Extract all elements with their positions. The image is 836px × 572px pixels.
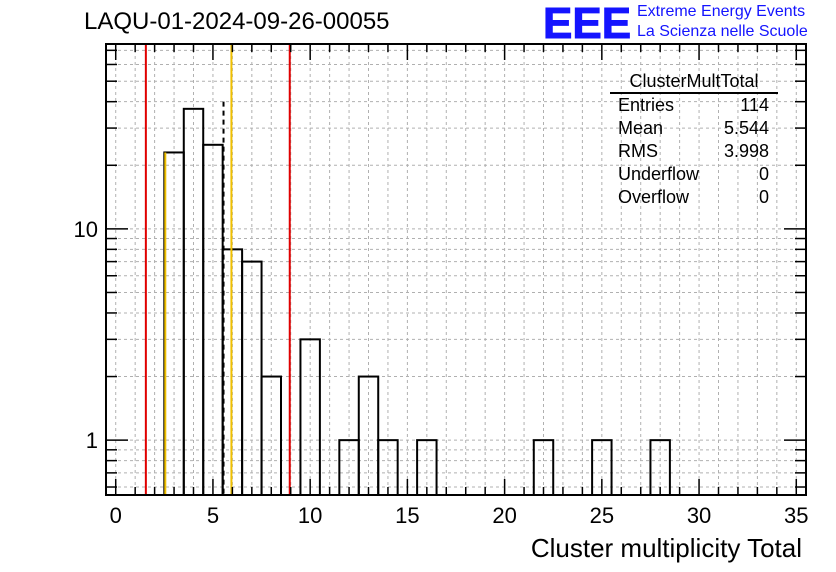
marker-lines	[144, 44, 291, 495]
x-tick-label: 5	[207, 503, 219, 528]
stats-value: 0	[758, 164, 769, 184]
y-tick-label: 1	[86, 428, 98, 453]
stats-box-title: ClusterMultTotal	[610, 70, 778, 94]
axis-ticks	[106, 44, 806, 495]
x-tick-label: 0	[110, 503, 122, 528]
stats-value: 0	[758, 187, 769, 207]
stats-value: 5.544	[723, 118, 769, 138]
logo-line-1: Extreme Energy Events	[637, 3, 806, 20]
x-tick-label: 10	[298, 503, 322, 528]
stats-value: 114	[740, 95, 769, 115]
stats-label: Overflow	[618, 187, 690, 207]
eee-logo-mark: EEE	[543, 2, 631, 42]
stats-row-rms: RMS 3.998	[610, 140, 778, 163]
stats-row-overflow: Overflow 0	[610, 186, 778, 209]
tick-labels: 0 5 10 15 20 25 30 35 1 10	[74, 217, 809, 528]
stats-box: ClusterMultTotal Entries 114 Mean 5.544 …	[610, 70, 778, 209]
stats-value: 3.998	[723, 141, 769, 161]
page-title: LAQU-01-2024-09-26-00055	[84, 8, 390, 35]
histogram-bars	[163, 107, 671, 497]
x-tick-label: 20	[492, 503, 516, 528]
histogram-bin	[163, 151, 185, 496]
logo-caption: Extreme Energy Events La Scienza nelle S…	[637, 2, 808, 42]
y-tick-label: 10	[74, 217, 98, 242]
stats-label: Mean	[618, 118, 664, 138]
stats-row-entries: Entries 114	[610, 94, 778, 117]
stats-label: RMS	[618, 141, 658, 161]
x-axis-title: Cluster multiplicity Total	[530, 533, 802, 563]
stats-label: Entries	[618, 95, 675, 115]
x-tick-label: 15	[395, 503, 419, 528]
x-tick-label: 30	[687, 503, 711, 528]
eee-logo: EEE	[543, 2, 632, 42]
x-tick-label: 35	[784, 503, 808, 528]
stats-row-underflow: Underflow 0	[610, 163, 778, 186]
plot-frame	[105, 43, 807, 496]
stats-row-mean: Mean 5.544	[610, 117, 778, 140]
stats-label: Underflow	[618, 164, 700, 184]
logo-line-2: La Scienza nelle Scuole	[637, 23, 808, 40]
x-tick-label: 25	[590, 503, 614, 528]
